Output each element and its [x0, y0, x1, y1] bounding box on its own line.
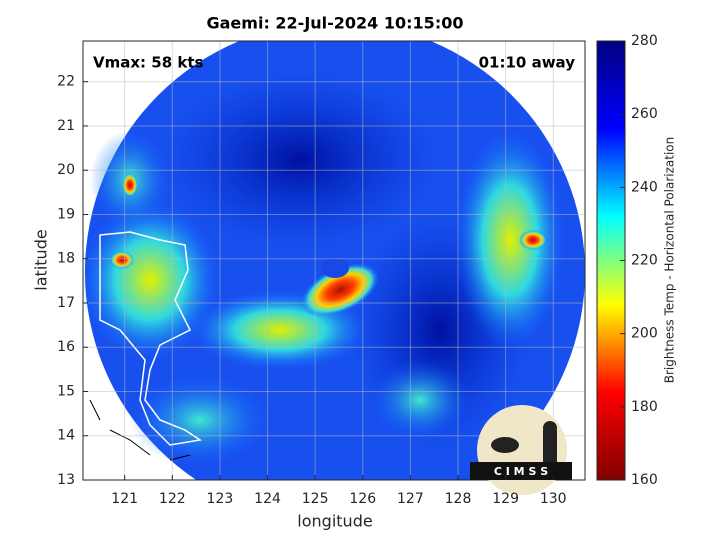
colorbar-tick-label: 160 [631, 472, 658, 488]
y-tick-label: 15 [57, 383, 75, 399]
x-tick-label: 127 [397, 491, 424, 507]
y-tick-label: 22 [57, 74, 75, 90]
x-axis-label: longitude [297, 512, 372, 531]
y-tick-label: 20 [57, 162, 75, 178]
x-tick-label: 129 [492, 491, 519, 507]
x-tick-label: 130 [540, 491, 567, 507]
y-tick-label: 17 [57, 295, 75, 311]
colorbar-tick-label: 220 [631, 253, 658, 269]
y-tick-label: 13 [57, 472, 75, 488]
y-axis-label: latitude [32, 229, 51, 290]
y-tick-label: 19 [57, 206, 75, 222]
x-tick-label: 123 [207, 491, 234, 507]
x-tick-label: 124 [254, 491, 281, 507]
y-tick-label: 18 [57, 251, 75, 267]
x-tick-label: 126 [349, 491, 376, 507]
x-tick-label: 128 [445, 491, 472, 507]
colorbar-tick-label: 180 [631, 399, 658, 415]
colorbar-label: Brightness Temp - Horizontal Polarizatio… [663, 137, 677, 384]
colorbar-tick-label: 200 [631, 326, 658, 342]
satellite-image [83, 41, 585, 480]
y-tick-label: 14 [57, 428, 75, 444]
x-tick-label: 125 [302, 491, 329, 507]
logo-text: C I M S S [494, 465, 548, 478]
annotation: Vmax: 58 kts [93, 54, 203, 72]
logo: C I M S S [470, 405, 572, 495]
annotation: 01:10 away [479, 54, 576, 72]
colorbar-tick-label: 260 [631, 106, 658, 122]
chart-title: Gaemi: 22-Jul-2024 10:15:00 [207, 14, 464, 33]
plot-frame [82, 40, 586, 481]
x-tick-label: 121 [111, 491, 138, 507]
y-tick-label: 16 [57, 339, 75, 355]
y-tick-label: 21 [57, 118, 75, 134]
colorbar-tick-label: 240 [631, 179, 658, 195]
x-tick-label: 122 [159, 491, 186, 507]
colorbar-tick-label: 280 [631, 33, 658, 49]
